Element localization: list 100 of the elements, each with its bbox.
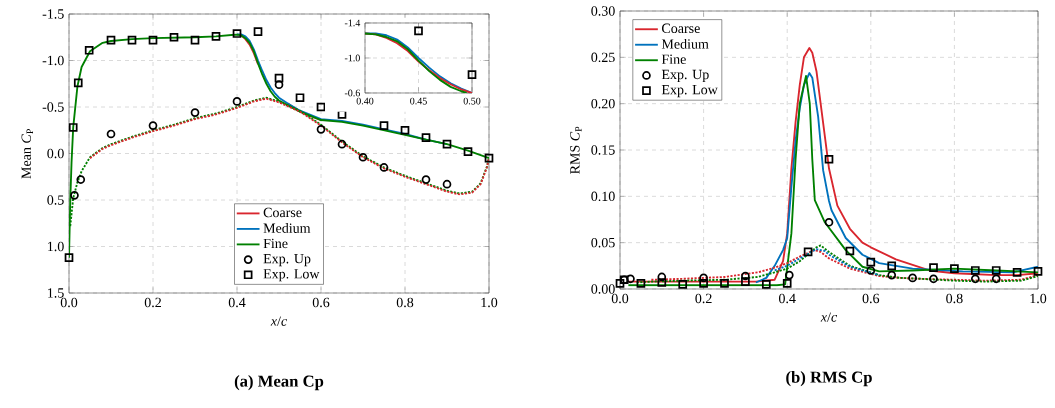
point bbox=[463, 147, 473, 156]
y-tick-label: -1.4 bbox=[344, 19, 361, 27]
point bbox=[678, 280, 688, 289]
x-tick-label: 0.50 bbox=[463, 97, 481, 105]
point bbox=[699, 273, 708, 283]
y-tick-label: 0.0 bbox=[47, 148, 64, 159]
y-tick-label: -1.5 bbox=[42, 9, 64, 19]
point bbox=[866, 257, 876, 267]
x-axis-title: x/c bbox=[270, 316, 288, 326]
point bbox=[991, 266, 1001, 275]
y-tick-label: 0.15 bbox=[591, 145, 615, 155]
x-tick-label: 0.8 bbox=[946, 293, 963, 304]
point bbox=[484, 153, 494, 163]
point bbox=[824, 217, 834, 227]
point bbox=[73, 78, 83, 88]
point bbox=[190, 108, 200, 117]
y-tick-label: 0.30 bbox=[591, 6, 615, 16]
point bbox=[929, 263, 938, 273]
point bbox=[626, 274, 635, 284]
y-tick-label: 0.05 bbox=[591, 237, 615, 248]
x-tick-label: 0.2 bbox=[144, 297, 161, 308]
point bbox=[295, 93, 305, 103]
point bbox=[887, 270, 897, 280]
y-tick-label: 0.25 bbox=[591, 52, 615, 63]
point bbox=[741, 271, 750, 281]
point bbox=[442, 179, 452, 189]
point bbox=[699, 279, 708, 288]
point bbox=[741, 277, 750, 286]
x-tick-label: 0.40 bbox=[356, 97, 374, 105]
y-tick-label: -0.5 bbox=[42, 102, 64, 112]
text: (a) Mean Cp bbox=[234, 375, 324, 391]
point bbox=[421, 175, 431, 184]
point bbox=[421, 133, 431, 143]
y-tick-label: -1.0 bbox=[344, 54, 360, 62]
x-tick-label: 0.0 bbox=[611, 293, 629, 304]
point bbox=[316, 124, 326, 134]
legend-label: Medium bbox=[661, 38, 709, 49]
point bbox=[379, 121, 389, 130]
legend-label: Coarse bbox=[263, 207, 302, 218]
point bbox=[400, 125, 410, 135]
point bbox=[950, 264, 959, 273]
legend-label: Fine bbox=[661, 54, 686, 65]
x-tick-label: 1.0 bbox=[1030, 293, 1047, 304]
y-tick-label: 0.20 bbox=[591, 98, 615, 109]
point bbox=[148, 121, 158, 130]
point bbox=[1033, 267, 1043, 276]
point bbox=[991, 274, 1001, 284]
point bbox=[908, 273, 917, 283]
point bbox=[169, 32, 179, 42]
x-tick-label: 0.2 bbox=[695, 293, 712, 304]
point bbox=[232, 97, 242, 106]
legend-label: Exp. Low bbox=[661, 85, 718, 98]
point bbox=[657, 278, 667, 287]
point bbox=[379, 163, 389, 172]
line-series bbox=[773, 248, 881, 277]
x-axis-title: x/c bbox=[820, 312, 838, 322]
y-tick-label: 0.5 bbox=[47, 195, 64, 205]
point bbox=[887, 261, 897, 271]
legend-label: Exp. Low bbox=[263, 269, 320, 282]
point bbox=[442, 139, 452, 149]
point bbox=[68, 123, 78, 132]
point bbox=[720, 279, 729, 288]
point bbox=[929, 274, 938, 284]
y-tick-label: 1.5 bbox=[48, 288, 64, 298]
point bbox=[824, 154, 834, 164]
legend-label: Exp. Up bbox=[263, 254, 311, 267]
line-series bbox=[240, 34, 259, 66]
point bbox=[657, 272, 667, 282]
point bbox=[253, 27, 263, 37]
point bbox=[845, 246, 855, 256]
point bbox=[358, 152, 368, 162]
x-tick-label: 0.6 bbox=[312, 297, 330, 308]
point bbox=[274, 73, 284, 83]
x-tick-label: 1.0 bbox=[481, 297, 498, 308]
point bbox=[1012, 267, 1022, 277]
point bbox=[148, 35, 158, 45]
point bbox=[784, 270, 794, 280]
point bbox=[761, 280, 771, 289]
point bbox=[782, 279, 792, 288]
legend-label: Medium bbox=[263, 223, 311, 233]
y-tick-label: 1.0 bbox=[48, 241, 64, 252]
y-axis-title: RMS C$_{P}$ bbox=[570, 126, 582, 174]
x-tick-label: 0.45 bbox=[410, 97, 427, 105]
x-tick-label: 0.6 bbox=[862, 293, 880, 304]
point bbox=[64, 253, 74, 262]
point bbox=[127, 35, 137, 45]
legend-label: Exp. Up bbox=[661, 69, 709, 82]
y-tick-label: -0.6 bbox=[344, 89, 360, 97]
point bbox=[803, 247, 813, 257]
point bbox=[337, 139, 347, 149]
point bbox=[106, 35, 116, 45]
point bbox=[337, 110, 347, 119]
x-tick-label: 0.4 bbox=[228, 297, 246, 308]
x-tick-label: 0.4 bbox=[778, 293, 796, 304]
point bbox=[76, 175, 86, 184]
y-axis-title: Mean C$_{P}$ bbox=[21, 129, 33, 179]
legend-label: Coarse bbox=[662, 23, 700, 34]
point bbox=[84, 45, 94, 55]
point bbox=[970, 266, 980, 275]
point bbox=[190, 35, 200, 45]
